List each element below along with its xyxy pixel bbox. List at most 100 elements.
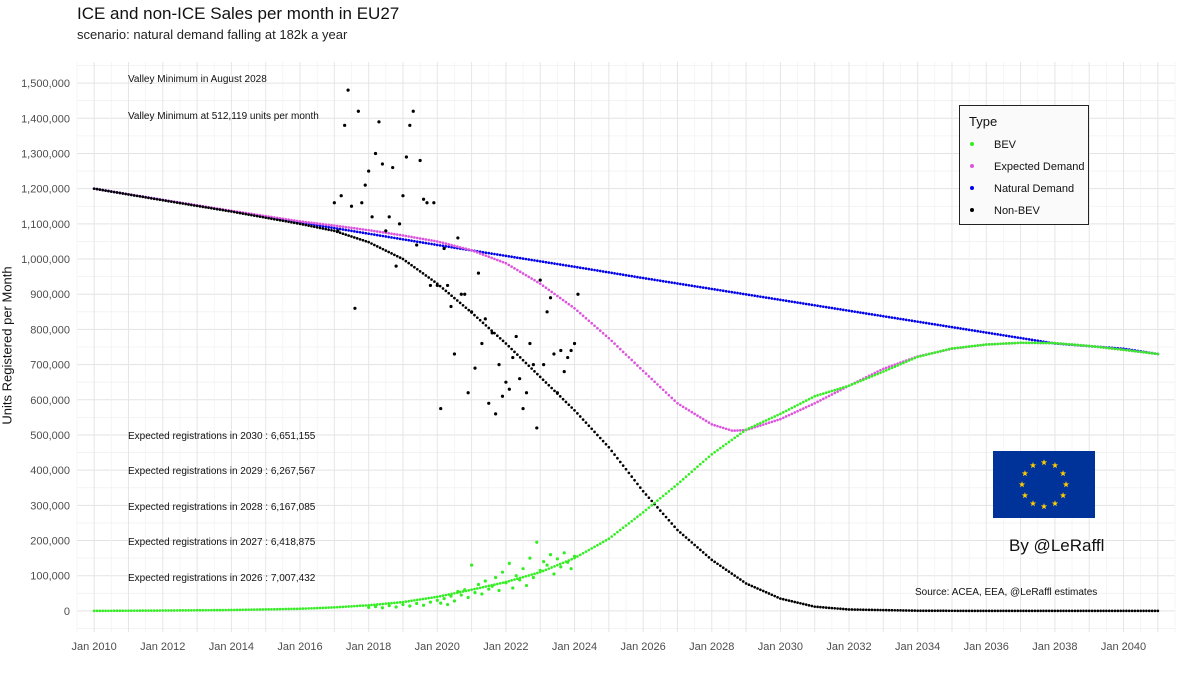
point-non-bev-modelled [330, 228, 333, 232]
point-natural-demand-modelled [504, 254, 508, 258]
point-expected-demand-modelled [719, 425, 722, 429]
point-bev-modelled [215, 608, 219, 612]
point-bev-modelled [922, 354, 925, 357]
point-bev-modelled [147, 609, 150, 612]
point-expected-demand-modelled [636, 364, 639, 367]
point-bev-modelled [570, 557, 574, 561]
point-non-bev-modelled [847, 608, 851, 611]
point-bev-modelled [967, 345, 971, 348]
point-non-bev-modelled [384, 249, 388, 252]
x-tick-label: Jan 2018 [346, 641, 391, 653]
point-non-bev-modelled [481, 321, 485, 325]
point-bev-modelled [1073, 343, 1077, 347]
point-bev-modelled [853, 382, 857, 385]
point-non-bev-modelled [1110, 609, 1114, 613]
point-bev-observed [387, 604, 391, 608]
point-bev-modelled [1136, 350, 1140, 353]
point-non-bev-modelled [438, 284, 442, 288]
point-non-bev-modelled [962, 609, 965, 613]
point-non-bev-modelled [902, 609, 905, 612]
point-expected-demand-modelled [467, 248, 471, 251]
point-bev-modelled [1107, 346, 1111, 350]
point-natural-demand-modelled [942, 324, 945, 328]
point-natural-demand-modelled [650, 278, 654, 281]
point-bev-modelled [773, 415, 777, 418]
point-non-bev-modelled [696, 546, 699, 549]
point-natural-demand-modelled [410, 239, 413, 243]
point-bev-modelled [1090, 344, 1094, 348]
point-non-bev-modelled [358, 237, 362, 241]
point-natural-demand-modelled [927, 322, 931, 325]
x-tick-label: Jan 2024 [552, 641, 597, 653]
point-non-bev-modelled [1024, 609, 1028, 613]
point-non-bev-modelled [155, 197, 159, 201]
point-bev-modelled [1059, 342, 1062, 345]
point-natural-demand-modelled [799, 301, 802, 305]
point-natural-demand-modelled [487, 251, 491, 255]
point-expected-demand-modelled [358, 227, 362, 231]
point-natural-demand-modelled [384, 235, 388, 238]
point-non-bev-modelled [507, 344, 511, 348]
point-non-bev-modelled [959, 609, 962, 613]
point-expected-demand-modelled [658, 385, 662, 389]
point-non-bev-modelled [813, 605, 817, 609]
x-tick-label: Jan 2014 [209, 641, 254, 653]
point-expected-demand-modelled [593, 324, 596, 328]
point-expected-demand-modelled [787, 413, 791, 417]
point-bev-modelled [759, 421, 762, 425]
point-natural-demand-modelled [513, 255, 516, 259]
point-bev-modelled [596, 543, 599, 547]
point-non-bev-modelled [1067, 609, 1071, 613]
point-bev-modelled [1085, 344, 1088, 348]
point-natural-demand-modelled [576, 265, 579, 269]
point-natural-demand-modelled [1019, 336, 1022, 340]
y-tick-label: 1,100,000 [21, 219, 70, 231]
point-expected-demand-modelled [667, 393, 671, 397]
point-non-bev-modelled [953, 609, 957, 613]
point-non-bev-modelled [564, 400, 568, 404]
point-natural-demand-modelled [816, 304, 819, 308]
point-bev-modelled [470, 588, 473, 592]
point-expected-demand-modelled [687, 408, 691, 412]
point-expected-demand-modelled [353, 226, 356, 230]
point-bev-modelled [112, 609, 116, 613]
point-non-bev-modelled [624, 467, 628, 471]
point-expected-demand-modelled [410, 235, 413, 239]
point-non-bev-modelled [261, 215, 265, 219]
point-bev-modelled [947, 347, 951, 351]
point-natural-demand-modelled [547, 261, 551, 265]
point-natural-demand-modelled [678, 282, 682, 286]
point-bev-modelled [673, 485, 676, 488]
point-non-bev-modelled [161, 198, 165, 202]
point-non-bev-modelled [144, 196, 147, 199]
point-bev-modelled [970, 344, 974, 348]
point-non-bev-modelled [267, 216, 270, 220]
point-expected-demand-modelled [421, 237, 425, 241]
point-non-bev-observed [353, 306, 357, 310]
point-bev-modelled [864, 377, 868, 381]
point-expected-demand-modelled [521, 272, 525, 275]
point-non-bev-observed [531, 362, 535, 367]
point-non-bev-modelled [890, 608, 894, 612]
point-bev-modelled [533, 572, 536, 576]
point-expected-demand-modelled [650, 377, 654, 381]
y-tick-label: 200,000 [30, 536, 70, 548]
point-non-bev-observed [473, 366, 477, 370]
flag-star-icon [1051, 462, 1059, 469]
point-natural-demand-modelled [590, 268, 594, 271]
point-bev-modelled [956, 346, 960, 350]
point-non-bev-observed [507, 387, 511, 391]
point-expected-demand-modelled [893, 363, 897, 367]
point-non-bev-modelled [190, 203, 193, 207]
point-bev-modelled [364, 604, 368, 607]
point-natural-demand-modelled [750, 293, 754, 297]
point-natural-demand-modelled [701, 286, 705, 289]
point-bev-modelled [415, 598, 419, 602]
point-bev-modelled [753, 424, 757, 428]
point-bev-modelled [295, 607, 299, 611]
point-bev-modelled [767, 417, 771, 421]
point-expected-demand-modelled [390, 232, 393, 236]
point-non-bev-modelled [1136, 609, 1140, 613]
point-natural-demand-modelled [727, 290, 731, 294]
point-non-bev-modelled [370, 242, 373, 245]
